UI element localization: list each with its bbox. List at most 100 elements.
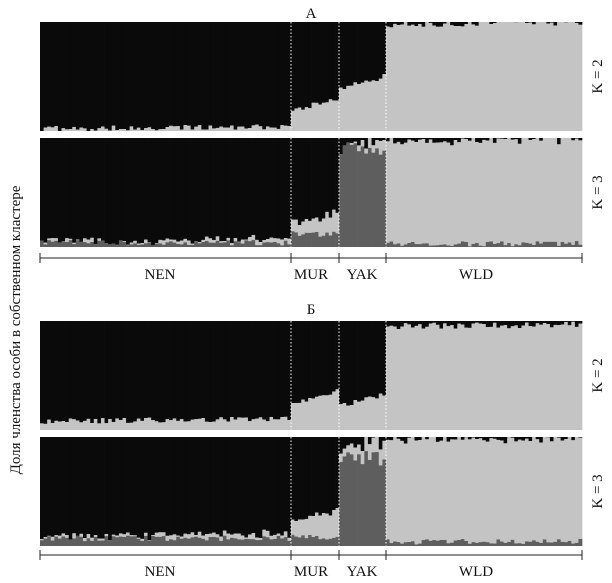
- membership-bar-segment: [151, 437, 156, 536]
- membership-bar-segment: [276, 138, 281, 239]
- membership-bar-segment: [557, 144, 561, 246]
- membership-bar-segment: [262, 129, 267, 131]
- membership-bar-segment: [571, 440, 576, 544]
- membership-bar-segment: [489, 24, 494, 131]
- membership-bar-segment: [61, 241, 66, 247]
- y-axis-label: Доля членства особи в собственном класте…: [8, 185, 24, 474]
- membership-bar-segment: [301, 437, 306, 520]
- membership-bar-segment: [280, 538, 285, 546]
- membership-bar-segment: [273, 241, 278, 247]
- membership-bar-segment: [571, 22, 576, 131]
- membership-bar-segment: [410, 140, 415, 242]
- membership-bar-segment: [357, 437, 362, 445]
- membership-bar-segment: [297, 321, 302, 403]
- membership-bar-segment: [353, 82, 358, 131]
- membership-bar-segment: [197, 242, 202, 244]
- membership-bar-segment: [237, 533, 242, 540]
- membership-bar-segment: [482, 138, 487, 140]
- membership-bar-segment: [133, 421, 138, 430]
- membership-bar-segment: [187, 437, 191, 535]
- membership-bar-segment: [212, 536, 217, 546]
- membership-bar-segment: [485, 437, 490, 442]
- membership-bar-segment: [342, 321, 347, 404]
- membership-bar-segment: [485, 138, 490, 141]
- membership-bar-segment: [147, 138, 152, 243]
- membership-bar-segment: [126, 437, 130, 533]
- membership-bar-segment: [471, 542, 476, 546]
- membership-bar-segment: [339, 138, 343, 155]
- membership-bar-segment: [169, 239, 174, 242]
- membership-bar-segment: [104, 22, 109, 129]
- membership-bar-segment: [140, 243, 145, 245]
- membership-bar-segment: [325, 211, 330, 233]
- membership-bar-segment: [304, 321, 309, 402]
- membership-bar-segment: [140, 538, 145, 541]
- membership-bar-segment: [57, 138, 62, 243]
- population-label: WLD: [459, 267, 493, 283]
- membership-bar-segment: [68, 539, 73, 546]
- membership-bar-segment: [564, 138, 569, 244]
- membership-bar-segment: [478, 245, 483, 247]
- membership-bar-segment: [54, 126, 59, 131]
- membership-bar-segment: [564, 542, 569, 546]
- membership-bar-segment: [230, 534, 234, 538]
- membership-bar-segment: [467, 439, 472, 544]
- membership-bar-segment: [129, 536, 134, 546]
- membership-bar-segment: [154, 130, 159, 131]
- membership-bar-segment: [154, 532, 159, 537]
- membership-bar-segment: [104, 321, 109, 424]
- membership-bar-segment: [332, 138, 336, 210]
- membership-bar-segment: [560, 138, 565, 242]
- membership-bar-segment: [485, 441, 490, 543]
- membership-bar-segment: [68, 129, 73, 131]
- membership-bar-segment: [129, 138, 134, 243]
- membership-bar-segment: [118, 536, 123, 546]
- membership-bar-segment: [308, 321, 312, 399]
- membership-bar-segment: [396, 22, 401, 25]
- membership-bar-segment: [367, 396, 372, 430]
- membership-bar-segment: [133, 536, 138, 546]
- membership-bar-segment: [136, 437, 141, 538]
- membership-bar-segment: [403, 142, 408, 245]
- membership-bar-segment: [161, 129, 166, 131]
- membership-bar-segment: [194, 419, 199, 430]
- membership-bar-segment: [47, 321, 52, 420]
- membership-bar-segment: [482, 246, 487, 247]
- membership-bar-segment: [273, 538, 278, 546]
- membership-bar-segment: [287, 138, 292, 239]
- membership-bar-segment: [154, 22, 159, 131]
- membership-bar-segment: [353, 143, 358, 247]
- membership-bar-segment: [72, 538, 77, 546]
- membership-bar-segment: [507, 321, 512, 329]
- membership-bar-segment: [86, 534, 91, 539]
- membership-bar-segment: [247, 241, 252, 247]
- membership-bar-segment: [294, 437, 299, 522]
- membership-bar-segment: [400, 138, 405, 145]
- membership-bar-segment: [332, 391, 336, 430]
- membership-bar-segment: [453, 244, 458, 247]
- membership-bar-segment: [396, 438, 401, 543]
- membership-bar-segment: [496, 138, 501, 244]
- membership-bar-segment: [269, 535, 274, 540]
- membership-bar-segment: [258, 22, 263, 127]
- membership-bar-segment: [83, 541, 87, 546]
- membership-bar-segment: [418, 138, 422, 140]
- membership-bar-segment: [325, 539, 330, 546]
- membership-bar-segment: [546, 138, 551, 242]
- membership-bar-segment: [83, 138, 87, 239]
- membership-bar-segment: [111, 421, 116, 430]
- membership-bar-segment: [393, 23, 398, 132]
- membership-bar-segment: [108, 321, 113, 420]
- membership-bar-segment: [215, 321, 220, 420]
- membership-bar-segment: [100, 22, 105, 127]
- membership-bar-segment: [539, 138, 544, 141]
- membership-bar-segment: [204, 540, 209, 546]
- membership-bar-segment: [574, 542, 579, 546]
- membership-bar-segment: [360, 82, 365, 131]
- membership-bar-segment: [375, 321, 380, 399]
- membership-bar-segment: [325, 437, 330, 514]
- membership-bar-segment: [467, 321, 472, 328]
- membership-bar-segment: [50, 238, 55, 242]
- membership-bar-segment: [542, 539, 547, 546]
- membership-bar-segment: [500, 138, 504, 242]
